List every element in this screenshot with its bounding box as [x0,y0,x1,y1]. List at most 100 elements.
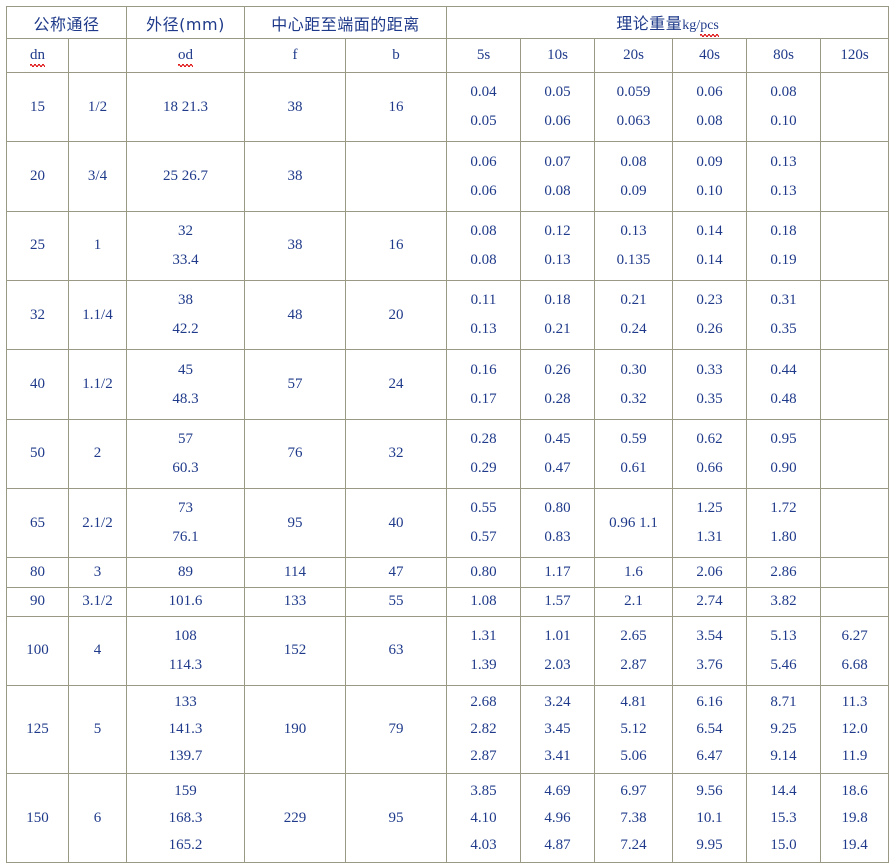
cell-inch: 2 [67,418,128,490]
cell-dn: 80 [6,557,69,588]
cell-5s-value: 4.10 [470,809,497,826]
cell-20s: 0.059 0.063 [594,71,674,143]
cell-10s: 1.57 [520,586,596,617]
cell-5s-value: 4.03 [470,836,497,853]
subheader-od: od [126,38,246,73]
cell-10s-value: 3.41 [544,748,571,765]
cell-od: 89 [126,557,246,588]
cell-120s [820,349,890,420]
cell-80s-value: 0.95 [770,430,797,447]
cell-40s-value: 0.26 [696,321,723,338]
cell-od: 57 60.3 [126,418,246,490]
cell-80s-value: 0.13 [770,153,797,170]
cell-80s-value: 1.80 [770,529,797,546]
cell-od: 101.6 [126,586,246,617]
cell-b [345,141,448,212]
subheader-20s: 20s [594,38,674,73]
cell-80s: 0.95 0.90 [746,418,822,490]
subheader-od-label: od [178,46,194,67]
cell-5s-value: 0.06 [470,182,497,199]
cell-5s-value: 2.68 [470,694,497,711]
table-row: 32 1.1/4 38 42.2 48 20 0.11 0.13 0.18 0.21 0.21 0.2… [6,280,890,351]
cell-80s: 0.44 0.48 [746,349,822,420]
cell-20s: 0.08 0.09 [594,141,674,212]
cell-40s-value: 0.09 [696,153,723,170]
cell-od-value: 133 [174,694,197,711]
cell-40s-value: 0.14 [696,222,723,239]
cell-80s-value: 0.18 [770,222,797,239]
subheader-5s: 5s [446,38,522,73]
cell-80s-value: 1.72 [770,500,797,517]
cell-40s-value: 2.74 [696,593,723,610]
table-row: 50 2 57 60.3 76 32 0.28 0.29 0.45 0.47 0.59 0.61 0.6… [6,418,890,490]
cell-40s: 1.25 1.31 [672,488,748,559]
cell-80s: 14.4 15.3 15.0 [746,773,822,863]
cell-80s-value: 0.48 [770,390,797,407]
header-weight-unit-pcs: pcs [700,18,719,37]
cell-40s-value: 6.54 [696,721,723,738]
cell-40s-value: 3.54 [696,627,723,644]
cell-5s-value: 0.57 [470,529,497,546]
cell-b: 16 [345,71,448,143]
cell-5s-value: 1.08 [470,593,497,610]
cell-120s [820,557,890,588]
subheader-10s: 10s [520,38,596,73]
cell-40s: 2.74 [672,586,748,617]
cell-od-value: 139.7 [168,748,203,765]
cell-80s-value: 0.19 [770,251,797,268]
header-weight-unit-prefix: kg/ [682,18,701,33]
cell-120s-value: 19.8 [841,809,868,826]
cell-inch: 2.1/2 [67,488,128,559]
cell-40s-value: 9.95 [696,836,723,853]
cell-80s-value: 0.10 [770,113,797,130]
cell-120s: 18.6 19.8 19.4 [820,773,890,863]
cell-10s-value: 0.12 [544,222,571,239]
cell-20s-value: 0.135 [616,251,651,268]
cell-20s-value: 2.1 [624,593,643,610]
cell-inch: 1 [67,210,128,282]
cell-f: 76 [244,418,347,490]
cell-5s: 0.80 [446,557,522,588]
cell-20s: 0.96 1.1 [594,488,674,559]
cell-f: 229 [244,773,347,863]
cell-od: 159 168.3 165.2 [126,773,246,863]
cell-20s: 6.97 7.38 7.24 [594,773,674,863]
cell-20s-value: 5.12 [620,721,647,738]
table-row: 15 1/2 18 21.3 38 16 0.04 0.05 0.05 0.06 0.059 0.0… [6,71,890,143]
cell-5s-value: 0.04 [470,84,497,101]
cell-dn: 50 [6,418,69,490]
cell-80s-value: 0.08 [770,84,797,101]
cell-inch: 1/2 [67,71,128,143]
cell-10s-value: 0.26 [544,361,571,378]
cell-b: 95 [345,773,448,863]
cell-5s: 0.28 0.29 [446,418,522,490]
cell-f: 38 [244,71,347,143]
cell-od: 133 141.3 139.7 [126,685,246,775]
cell-5s-value: 1.39 [470,656,497,673]
cell-20s-value: 0.059 [616,84,651,101]
cell-dn: 15 [6,71,69,143]
cell-od: 45 48.3 [126,349,246,420]
cell-80s: 0.13 0.13 [746,141,822,212]
cell-10s-value: 1.57 [544,593,571,610]
cell-10s-value: 4.96 [544,809,571,826]
cell-20s-value: 1.6 [624,563,643,580]
cell-od-value: 33.4 [172,251,199,268]
cell-120s [820,488,890,559]
cell-b: 47 [345,557,448,588]
table-head: 公称通径 外径(mm) 中心距至端面的距离 理论重量kg/pcs dn od f… [5,6,890,73]
cell-40s-value: 2.06 [696,563,723,580]
cell-80s: 5.13 5.46 [746,615,822,687]
cell-10s: 0.12 0.13 [520,210,596,282]
cell-5s: 0.16 0.17 [446,349,522,420]
table-row: 100 4 108 114.3 152 63 1.31 1.39 1.01 2.03 2.65 2.8… [6,615,890,687]
table-row: 20 3/4 25 26.7 38 0.06 0.06 0.07 0.08 0.08 0.09 0.… [6,141,890,212]
cell-40s-value: 6.16 [696,694,723,711]
cell-20s-value: 0.32 [620,390,647,407]
table-row: 90 3.1/2 101.6 133 55 1.08 1.57 2.1 2.74 3.82 [6,586,890,617]
cell-5s-value: 0.13 [470,321,497,338]
cell-b: 79 [345,685,448,775]
cell-od: 38 42.2 [126,280,246,351]
cell-20s-value: 2.87 [620,656,647,673]
cell-10s: 3.24 3.45 3.41 [520,685,596,775]
